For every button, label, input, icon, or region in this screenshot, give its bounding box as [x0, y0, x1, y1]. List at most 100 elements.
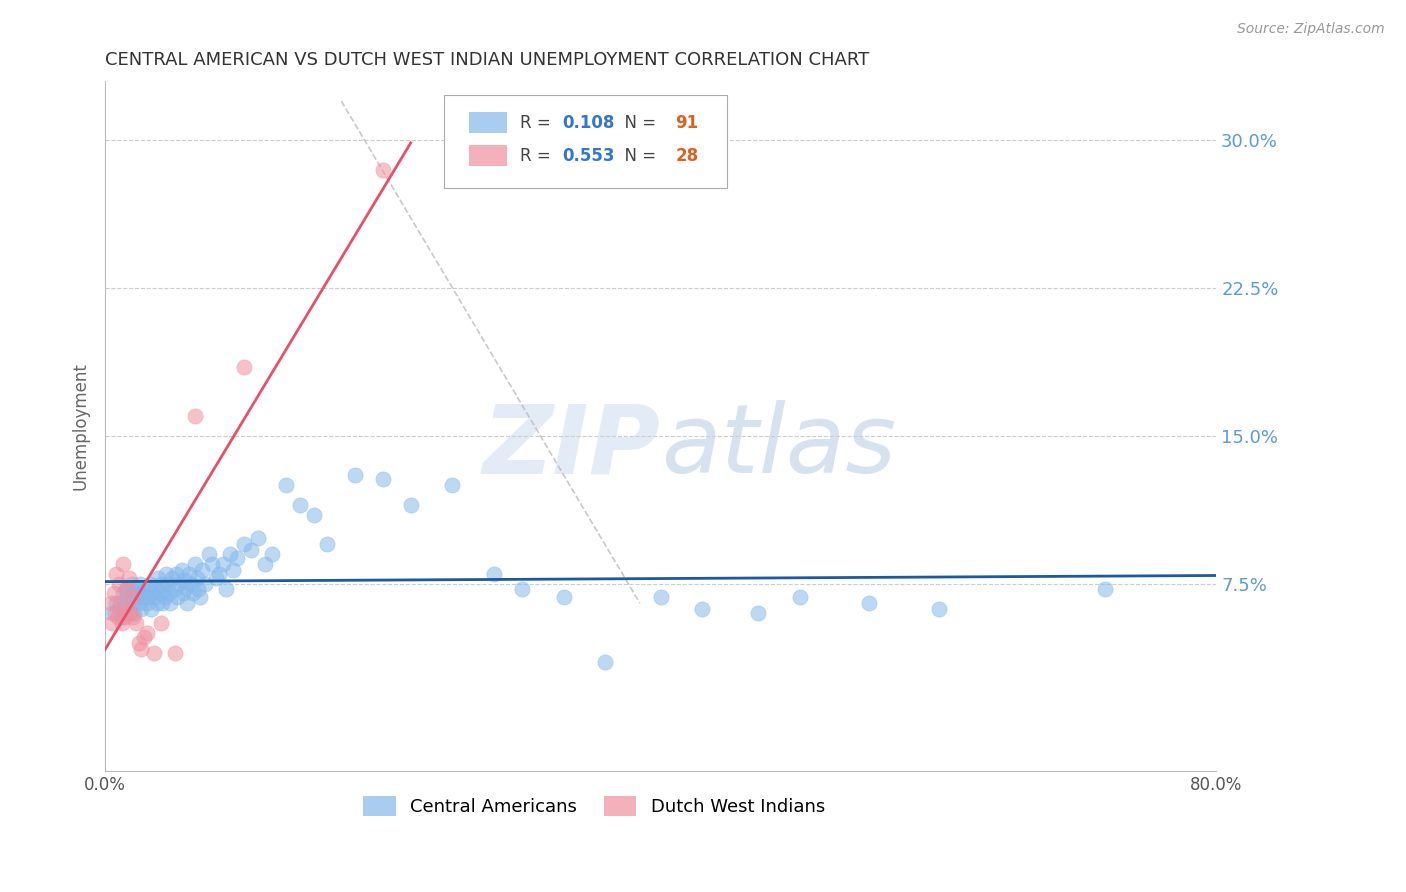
Point: [1094, 582, 1116, 597]
Point: [121, 576, 143, 591]
Text: 0.553: 0.553: [562, 147, 614, 165]
Point: [233, 359, 256, 374]
Point: [136, 591, 159, 605]
Point: [159, 596, 181, 610]
Point: [108, 576, 131, 591]
Point: [120, 606, 142, 620]
Point: [149, 586, 172, 600]
Point: [101, 606, 124, 620]
Point: [156, 576, 179, 591]
Point: [184, 409, 207, 424]
Point: [194, 576, 217, 591]
Point: [135, 582, 157, 597]
Point: [150, 596, 173, 610]
Point: [152, 582, 174, 597]
Point: [165, 566, 187, 581]
Point: [371, 163, 394, 178]
Point: [187, 582, 209, 597]
Point: [101, 615, 124, 630]
Point: [111, 615, 134, 630]
Text: ZIP: ZIP: [482, 401, 661, 493]
Point: [174, 581, 197, 595]
Point: [316, 537, 339, 551]
Point: [188, 591, 211, 605]
Point: [149, 615, 172, 630]
Point: [167, 576, 190, 591]
Point: [115, 596, 138, 610]
Point: [104, 606, 127, 620]
Point: [222, 563, 245, 577]
Point: [858, 596, 880, 610]
Point: [143, 582, 166, 597]
Point: [115, 582, 138, 597]
Point: [928, 602, 950, 616]
Point: [160, 571, 183, 585]
Point: [344, 468, 367, 483]
Point: [198, 547, 221, 561]
Point: [240, 543, 263, 558]
Point: [260, 547, 283, 561]
Point: [142, 591, 165, 605]
Text: atlas: atlas: [661, 401, 896, 493]
Point: [122, 596, 145, 610]
Point: [208, 566, 231, 581]
Point: [692, 602, 714, 616]
Point: [124, 606, 146, 620]
Point: [180, 576, 202, 591]
Point: [132, 630, 155, 644]
Point: [122, 610, 145, 624]
Point: [593, 656, 616, 670]
Point: [441, 478, 464, 492]
Point: [170, 563, 193, 577]
Point: [181, 586, 204, 600]
Point: [138, 576, 160, 591]
Point: [117, 591, 139, 605]
Point: [510, 582, 533, 597]
Point: [157, 586, 180, 600]
Point: [205, 571, 228, 585]
Text: 91: 91: [675, 113, 699, 132]
Point: [163, 582, 186, 597]
Point: [253, 557, 276, 571]
Point: [153, 591, 176, 605]
Point: [125, 591, 148, 605]
Point: [118, 571, 141, 585]
Point: [131, 602, 153, 616]
Point: [107, 610, 129, 624]
Point: [177, 566, 200, 581]
FancyBboxPatch shape: [444, 95, 727, 188]
Point: [274, 478, 297, 492]
Text: 0.108: 0.108: [562, 113, 614, 132]
Point: [219, 547, 242, 561]
Point: [288, 498, 311, 512]
Point: [128, 596, 150, 610]
Text: Source: ZipAtlas.com: Source: ZipAtlas.com: [1237, 22, 1385, 37]
Point: [129, 576, 152, 591]
Y-axis label: Unemployment: Unemployment: [72, 362, 89, 490]
Point: [110, 596, 132, 610]
Text: CENTRAL AMERICAN VS DUTCH WEST INDIAN UNEMPLOYMENT CORRELATION CHART: CENTRAL AMERICAN VS DUTCH WEST INDIAN UN…: [105, 51, 869, 69]
Point: [135, 625, 157, 640]
Point: [149, 576, 172, 591]
Point: [191, 563, 214, 577]
Point: [103, 586, 125, 600]
Point: [141, 586, 163, 600]
Point: [108, 602, 131, 616]
Point: [789, 591, 811, 605]
Point: [201, 557, 224, 571]
Point: [122, 586, 145, 600]
Point: [173, 573, 195, 587]
Point: [125, 615, 148, 630]
Text: N =: N =: [614, 113, 661, 132]
Text: R =: R =: [520, 147, 555, 165]
Point: [650, 591, 672, 605]
Point: [115, 602, 138, 616]
Point: [212, 557, 235, 571]
Point: [553, 591, 575, 605]
Point: [166, 591, 188, 605]
Point: [371, 472, 394, 486]
Point: [176, 596, 198, 610]
Point: [155, 566, 177, 581]
Point: [112, 586, 135, 600]
Point: [105, 566, 128, 581]
